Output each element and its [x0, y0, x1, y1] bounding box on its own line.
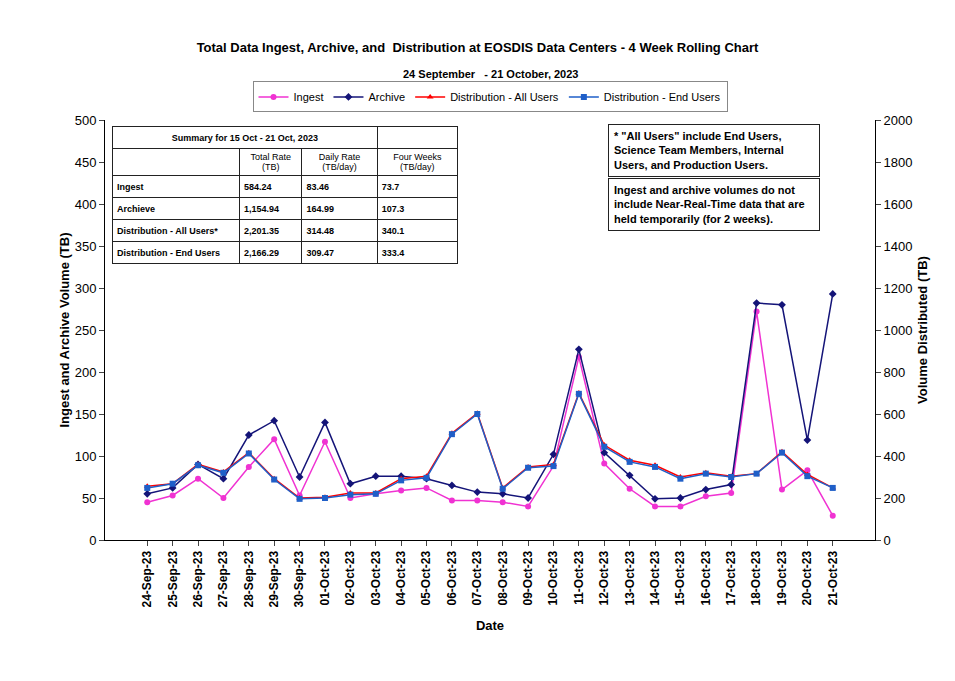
html-text:Summary for 15 Oct - 21 Oct, 2: Summary for 15 Oct - 21 Oct, 2023 — [171, 132, 318, 143]
svg-text:50: 50 — [82, 491, 96, 506]
svg-text:Distribution - End Users: Distribution - End Users — [604, 91, 721, 103]
svg-text:Total Data Ingest, Archive, an: Total Data Ingest, Archive, and Distribu… — [197, 40, 759, 55]
svg-text:07-Oct-23: 07-Oct-23 — [470, 550, 484, 605]
svg-text:27-Sep-23: 27-Sep-23 — [216, 550, 230, 607]
svg-text:16-Oct-23: 16-Oct-23 — [699, 550, 713, 605]
html-text:Distribution - All Users*: Distribution - All Users* — [117, 225, 218, 236]
svg-text:14-Oct-23: 14-Oct-23 — [648, 550, 662, 605]
svg-text:08-Oct-23: 08-Oct-23 — [496, 550, 510, 605]
html-text:Four Weeks (TB/day): Four Weeks (TB/day) — [393, 152, 442, 172]
svg-text:Date: Date — [476, 618, 504, 633]
html-text:164.99: 164.99 — [306, 203, 334, 214]
svg-text:15-Oct-23: 15-Oct-23 — [673, 550, 687, 605]
svg-text:Volume Distributed (TB): Volume Distributed (TB) — [915, 256, 930, 404]
svg-text:28-Sep-23: 28-Sep-23 — [242, 550, 256, 607]
svg-text:13-Oct-23: 13-Oct-23 — [623, 550, 637, 605]
html-text:Daily Rate (TB/day): Daily Rate (TB/day) — [318, 152, 361, 172]
svg-text:1800: 1800 — [884, 155, 913, 170]
svg-text:17-Oct-23: 17-Oct-23 — [724, 550, 738, 605]
svg-text:20-Oct-23: 20-Oct-23 — [800, 550, 814, 605]
html-text:107.3: 107.3 — [381, 203, 405, 214]
html-text:83.46: 83.46 — [306, 181, 329, 192]
html-text:* "All Users" include End User: * "All Users" include End Users, Science… — [614, 130, 784, 171]
svg-text:350: 350 — [75, 239, 97, 254]
svg-text:11-Oct-23: 11-Oct-23 — [572, 550, 586, 604]
html-text:2,201.35: 2,201.35 — [244, 225, 279, 236]
svg-text:250: 250 — [75, 323, 97, 338]
svg-text:400: 400 — [884, 449, 906, 464]
svg-text:25-Sep-23: 25-Sep-23 — [166, 550, 180, 607]
svg-text:12-Oct-23: 12-Oct-23 — [597, 550, 611, 605]
html-text:333.4: 333.4 — [381, 247, 405, 258]
svg-text:600: 600 — [884, 407, 906, 422]
svg-text:200: 200 — [75, 365, 97, 380]
svg-text:09-Oct-23: 09-Oct-23 — [521, 550, 535, 605]
svg-text:21-Oct-23: 21-Oct-23 — [826, 550, 840, 605]
html-text:340.1: 340.1 — [381, 225, 405, 236]
html-text:Total Rate (TB): Total Rate (TB) — [250, 152, 291, 172]
svg-text:2000: 2000 — [884, 113, 913, 128]
html-text:73.7: 73.7 — [381, 181, 400, 192]
svg-text:18-Oct-23: 18-Oct-23 — [749, 550, 763, 605]
svg-text:1000: 1000 — [884, 323, 913, 338]
svg-text:26-Sep-23: 26-Sep-23 — [191, 550, 205, 607]
svg-text:19-Oct-23: 19-Oct-23 — [775, 550, 789, 605]
svg-text:1200: 1200 — [884, 281, 913, 296]
svg-text:100: 100 — [75, 449, 97, 464]
html-text:Ingest: Ingest — [117, 181, 144, 192]
html-text:1,154.94: 1,154.94 — [244, 203, 279, 214]
svg-text:Ingest and Archive Volume (TB): Ingest and Archive Volume (TB) — [57, 232, 72, 427]
svg-text:400: 400 — [75, 197, 97, 212]
html-text:2,166.29: 2,166.29 — [244, 247, 279, 258]
svg-text:06-Oct-23: 06-Oct-23 — [445, 550, 459, 605]
svg-text:800: 800 — [884, 365, 906, 380]
svg-text:04-Oct-23: 04-Oct-23 — [394, 550, 408, 605]
svg-text:24-Sep-23: 24-Sep-23 — [140, 550, 154, 607]
svg-text:29-Sep-23: 29-Sep-23 — [267, 550, 281, 607]
html-text:314.48: 314.48 — [306, 225, 334, 236]
svg-text:Distribution - All Users: Distribution - All Users — [450, 91, 559, 103]
html-text:Archieve: Archieve — [117, 203, 155, 214]
svg-text:200: 200 — [884, 491, 906, 506]
svg-text:02-Oct-23: 02-Oct-23 — [343, 550, 357, 605]
svg-text:1600: 1600 — [884, 197, 913, 212]
svg-text:1400: 1400 — [884, 239, 913, 254]
svg-text:0: 0 — [89, 533, 96, 548]
svg-text:01-Oct-23: 01-Oct-23 — [318, 550, 332, 605]
svg-text:03-Oct-23: 03-Oct-23 — [369, 550, 383, 605]
html-text:Distribution - End Users: Distribution - End Users — [117, 247, 220, 258]
svg-text:500: 500 — [75, 113, 97, 128]
html-text:Ingest and archive volumes do: Ingest and archive volumes do not includ… — [614, 184, 805, 225]
svg-text:30-Sep-23: 30-Sep-23 — [292, 550, 306, 607]
svg-text:Archive: Archive — [368, 91, 405, 103]
svg-text:300: 300 — [75, 281, 97, 296]
svg-text:05-Oct-23: 05-Oct-23 — [419, 550, 433, 605]
svg-text:450: 450 — [75, 155, 97, 170]
svg-text:10-Oct-23: 10-Oct-23 — [546, 550, 560, 605]
html-text:309.47: 309.47 — [306, 247, 334, 258]
svg-text:150: 150 — [75, 407, 97, 422]
html-text:584.24: 584.24 — [244, 181, 272, 192]
svg-text:Ingest: Ingest — [294, 91, 324, 103]
svg-text:24 September - 21 October, 2: 24 September - 21 October, 2023 — [403, 68, 578, 80]
svg-text:0: 0 — [884, 533, 891, 548]
